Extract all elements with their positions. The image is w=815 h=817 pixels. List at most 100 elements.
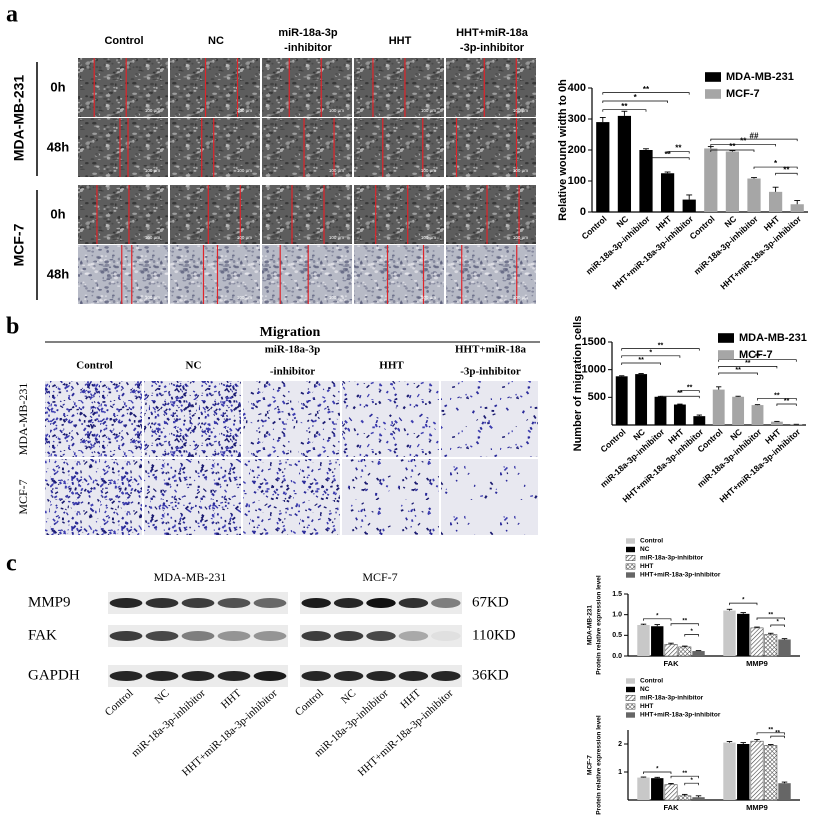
bar <box>678 795 692 801</box>
blot-band <box>217 631 251 641</box>
bar <box>682 199 696 212</box>
micrograph <box>78 245 168 304</box>
scale-bar-label: 100 μm <box>329 168 344 173</box>
x-tick-label: FAK <box>664 803 680 812</box>
column-header: NC <box>208 35 224 47</box>
legend-swatch <box>626 538 635 544</box>
significance-bracket <box>621 348 700 351</box>
significance-bracket <box>756 732 785 735</box>
significance-label: ** <box>658 342 664 349</box>
transwell-image <box>45 381 142 457</box>
significance-label: ** <box>675 144 682 153</box>
y-tick-label: 2 <box>618 741 622 748</box>
blot-band <box>253 598 287 608</box>
blot-band <box>301 671 331 681</box>
y-axis-label: MDA-MB-231 <box>587 605 594 645</box>
micrograph <box>446 245 536 304</box>
bar <box>723 742 736 800</box>
size-label: 36KD <box>472 667 509 683</box>
lane-label: Control <box>103 687 136 718</box>
significance-bracket <box>718 372 758 375</box>
legend-swatch <box>625 563 636 570</box>
scale-bar-label: 100 μm <box>237 168 252 173</box>
transwell-image <box>243 459 340 535</box>
significance-bracket <box>684 782 699 786</box>
lane-label: Control <box>293 687 326 718</box>
blot-band <box>301 598 331 608</box>
scale-bar-label: 100 μm <box>145 235 160 240</box>
legend-label: MCF-7 <box>739 349 773 361</box>
scale-bar-label: 100 μm <box>421 235 436 240</box>
bar <box>750 740 764 801</box>
bar <box>660 173 675 212</box>
bar <box>678 646 692 657</box>
legend-swatch <box>626 546 635 553</box>
size-label: 67KD <box>472 594 509 610</box>
legend-label: HHT <box>640 563 653 570</box>
legend-swatch <box>625 694 636 701</box>
lane-label: NC <box>152 687 171 706</box>
time-label: 0h <box>50 206 65 221</box>
time-label: 48h <box>47 139 69 154</box>
significance-bracket <box>602 100 668 104</box>
legend-swatch <box>625 554 636 561</box>
micrograph <box>78 58 168 117</box>
column-header: HHT <box>379 360 404 372</box>
y-axis-label: MCF-7 <box>587 755 594 775</box>
column-header: -3p-inhibitor <box>460 42 525 54</box>
scale-bar-label: 100 μm <box>421 108 436 113</box>
significance-bracket <box>667 151 690 154</box>
blot-band <box>398 631 429 641</box>
bar <box>664 784 678 801</box>
significance-label: ** <box>768 613 773 619</box>
blot-band <box>253 671 287 681</box>
bar <box>751 405 764 425</box>
panel-label: c <box>6 551 17 577</box>
bar <box>723 610 736 656</box>
panel-label: a <box>6 2 18 28</box>
significance-label: * <box>634 93 638 102</box>
significance-label: ** <box>783 165 790 174</box>
row-label: MDA-MB-231 <box>16 383 30 456</box>
lane-label: HHT <box>398 687 423 711</box>
significance-bracket <box>684 634 699 637</box>
time-label: 0h <box>50 79 65 94</box>
scale-bar-label: 100 μm <box>513 295 528 300</box>
y-tick-label: 300 <box>568 113 586 125</box>
scale-bar-label: 100 μm <box>145 168 160 173</box>
scale-bar-label: 100 μm <box>145 295 160 300</box>
bar <box>693 416 706 425</box>
micrograph <box>170 58 260 117</box>
transwell-image <box>144 459 241 535</box>
transwell-image <box>144 381 241 457</box>
significance-bracket <box>670 623 699 626</box>
legend-label: MDA-MB-231 <box>726 71 794 83</box>
bar <box>651 626 664 656</box>
x-tick-label: FAK <box>664 659 680 668</box>
cell-line-label: MDA-MB-231 <box>154 570 227 584</box>
micrograph <box>262 118 352 177</box>
legend-label: NC <box>640 686 650 693</box>
significance-bracket <box>645 157 690 160</box>
scale-bar-label: 100 μm <box>513 235 528 240</box>
significance-label: ** <box>643 85 650 94</box>
micrograph <box>354 118 444 177</box>
legend-swatch <box>625 703 636 710</box>
group-label: MCF-7 <box>11 223 27 266</box>
significance-label: * <box>690 778 693 784</box>
column-header: -inhibitor <box>284 42 332 54</box>
bar <box>617 115 632 212</box>
significance-label: ** <box>677 390 683 397</box>
significance-label: ** <box>687 385 693 392</box>
significance-bracket <box>643 771 672 774</box>
micrograph <box>446 185 536 244</box>
x-tick-label: NC <box>614 214 630 230</box>
micrograph <box>262 58 352 117</box>
significance-label: * <box>690 629 693 635</box>
protein-label: GAPDH <box>28 667 80 683</box>
blot-band <box>398 671 429 681</box>
significance-bracket <box>710 149 755 152</box>
bar <box>637 777 650 800</box>
micrograph <box>170 245 260 304</box>
blot-band <box>431 671 461 681</box>
